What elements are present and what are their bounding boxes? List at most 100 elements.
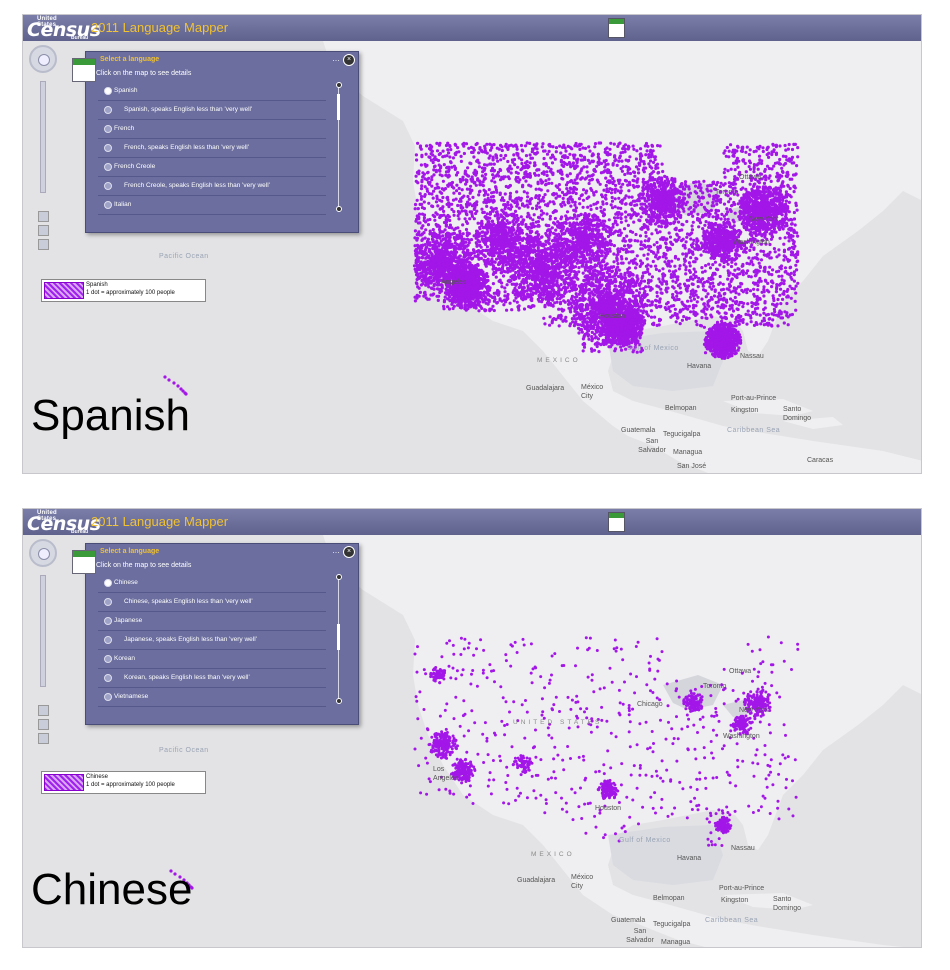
population-dot: [425, 245, 429, 249]
population-dot: [578, 202, 582, 206]
population-dot: [420, 180, 424, 184]
population-dot: [748, 161, 753, 165]
population-dot: [737, 322, 741, 326]
population-dot: [564, 183, 569, 187]
map-canvas[interactable]: Pacific Ocean Ottawa Toronto New York Wa…: [23, 41, 921, 473]
population-dot: [423, 162, 427, 167]
population-dot: [707, 214, 711, 219]
population-dot: [792, 273, 796, 277]
population-dot: [575, 158, 579, 162]
population-dot: [689, 237, 693, 241]
population-dot: [626, 159, 630, 163]
population-dot: [487, 298, 491, 302]
population-dot: [454, 226, 458, 230]
population-dot: [577, 197, 582, 201]
population-dot: [482, 193, 486, 197]
population-dot: [674, 290, 678, 294]
population-dot: [754, 273, 758, 277]
population-dot: [530, 206, 535, 210]
population-dot: [715, 267, 719, 271]
population-dot: [741, 305, 745, 309]
population-dot: [530, 147, 535, 151]
population-dot: [567, 161, 572, 165]
population-dot: [442, 209, 446, 213]
population-dot: [523, 144, 528, 148]
population-dot: [451, 156, 455, 160]
population-dot: [573, 200, 577, 204]
population-dot: [638, 152, 642, 156]
population-dot: [651, 160, 656, 164]
population-dot: [519, 143, 524, 148]
population-dot: [604, 193, 608, 197]
population-dot: [457, 191, 462, 196]
population-dot: [462, 141, 466, 145]
population-dot: [492, 270, 496, 275]
population-dot: [686, 299, 690, 303]
population-dot: [784, 155, 788, 159]
population-dot: [634, 266, 638, 270]
population-dot: [431, 196, 435, 200]
population-dot: [586, 205, 590, 209]
population-dot: [589, 187, 593, 191]
population-dot: [515, 204, 519, 208]
population-dot: [684, 272, 688, 276]
population-dot: [575, 181, 579, 185]
population-dot: [431, 273, 435, 277]
population-dot: [655, 294, 659, 298]
population-dot: [612, 260, 616, 264]
population-dot: [733, 257, 738, 261]
population-dot: [477, 193, 481, 197]
population-dot: [730, 306, 734, 310]
population-dot: [654, 255, 658, 259]
population-dot: [537, 187, 541, 191]
population-dot: [712, 294, 717, 298]
population-dot: [727, 273, 731, 277]
population-dot: [499, 158, 503, 162]
population-dot: [434, 200, 439, 204]
population-dot: [752, 165, 756, 169]
population-dot: [700, 266, 704, 270]
population-dot: [618, 249, 622, 254]
population-dot: [621, 182, 625, 186]
population-dot: [503, 192, 507, 196]
population-dot: [627, 195, 631, 199]
population-dot: [603, 165, 607, 169]
population-dot: [747, 152, 752, 157]
population-dot: [750, 304, 754, 308]
population-dot: [458, 229, 462, 233]
population-dot: [726, 262, 730, 266]
population-dot: [610, 195, 614, 200]
population-dot: [463, 252, 467, 256]
population-dot: [687, 207, 691, 211]
population-dot: [586, 158, 591, 162]
population-dot: [595, 206, 599, 210]
population-dot: [638, 157, 643, 161]
population-dot: [582, 341, 586, 346]
population-dot: [424, 274, 428, 278]
population-dot: [433, 262, 438, 267]
population-dot: [435, 255, 439, 259]
population-dot: [707, 262, 711, 266]
population-dot: [694, 304, 698, 308]
population-dot: [457, 211, 461, 215]
population-dot: [557, 314, 561, 318]
population-dot: [794, 291, 798, 295]
calendar-icon[interactable]: [608, 18, 625, 38]
population-dot: [413, 249, 417, 253]
population-dot: [435, 149, 440, 153]
population-dot: [510, 282, 514, 286]
population-dot: [472, 148, 476, 152]
population-dot: [722, 265, 726, 269]
population-dot: [677, 220, 681, 224]
population-dot: [793, 299, 797, 303]
population-dot: [475, 203, 479, 207]
population-dot: [778, 162, 783, 166]
population-dot: [459, 199, 463, 203]
population-dot: [448, 234, 452, 238]
population-dot: [626, 213, 631, 217]
population-dot: [733, 320, 737, 325]
population-dot: [678, 291, 683, 295]
population-dot: [682, 315, 686, 319]
population-dot: [568, 196, 572, 200]
population-dot: [550, 321, 554, 325]
